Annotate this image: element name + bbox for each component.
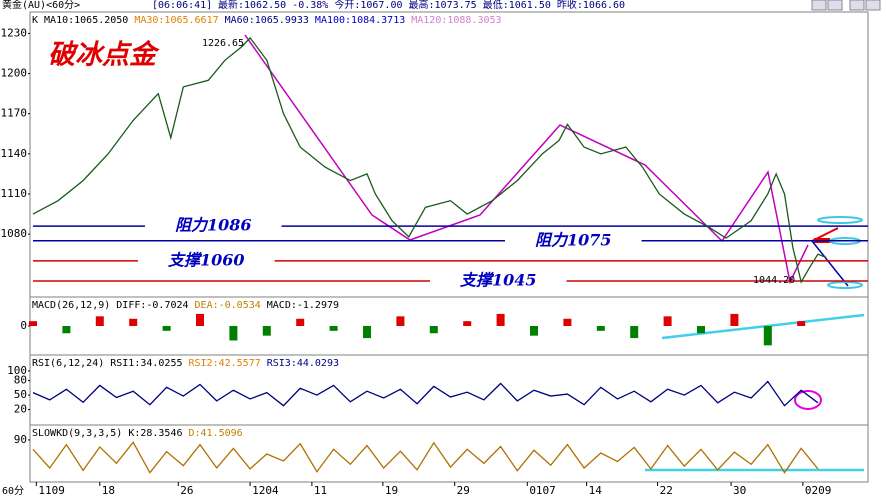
y-tick-label: 100 <box>7 364 27 377</box>
y-tick-label: 80 <box>14 374 27 387</box>
series-line <box>32 36 827 284</box>
y-tick-label: 1170 <box>1 107 28 120</box>
legend-item: RSI3:44.0293 <box>267 358 339 369</box>
x-tick-label: 0107 <box>529 484 556 497</box>
macd-bar <box>797 321 806 326</box>
x-tick-label: 26 <box>180 484 193 497</box>
macd-bar <box>129 318 138 326</box>
macd-bar <box>62 326 71 334</box>
label-bg <box>430 270 567 290</box>
instrument: 黄金(AU)<60分> <box>2 0 80 11</box>
macd-bar <box>730 313 739 326</box>
level-label: 阻力1075 <box>535 230 612 249</box>
legend-item: MA10:1065.2050 <box>44 15 128 26</box>
legend-item: MACD:-1.2979 <box>267 300 339 311</box>
macd-bar <box>663 316 672 326</box>
macd-bar <box>95 316 104 326</box>
macd-bar <box>429 326 438 334</box>
macd-bar <box>262 326 271 336</box>
macd-bar <box>396 316 405 326</box>
x-tick-label: 18 <box>102 484 115 497</box>
x-tick-label: 0209 <box>805 484 832 497</box>
trend-line <box>661 313 865 340</box>
macd-bar <box>229 326 238 341</box>
x-tick-label: 11 <box>314 484 327 497</box>
macd-bar <box>463 321 472 326</box>
y-tick-label: 1140 <box>1 147 28 160</box>
quote: 最新:1062.50 -0.38% 今开:1067.00 最高:1073.75 … <box>218 0 625 11</box>
macd-bar <box>630 326 639 339</box>
legend-item: D:41.5096 <box>189 428 243 439</box>
x-tick-label: 29 <box>457 484 470 497</box>
nav-button[interactable] <box>827 0 843 11</box>
macd-bar <box>329 326 338 331</box>
time: [06:06:41] <box>152 0 212 11</box>
nav-button[interactable] <box>811 0 827 11</box>
series-line <box>32 380 819 407</box>
macd-bar <box>563 318 572 326</box>
x-tick-label: 14 <box>589 484 603 497</box>
wave-line <box>244 34 809 285</box>
y-tick-label: 1110 <box>1 187 28 200</box>
label-bg <box>505 230 642 250</box>
macd-bar <box>162 326 171 331</box>
y-tick-label: 1200 <box>1 67 28 80</box>
arrow <box>811 240 849 287</box>
x-tick-label: 1109 <box>38 484 64 497</box>
label-bg <box>138 250 275 270</box>
level-label: 支撑1060 <box>168 250 245 269</box>
legend-item: DIFF:-0.7024 <box>116 300 188 311</box>
legend-item: MA120:1088.3053 <box>411 15 501 26</box>
series-line <box>32 441 819 474</box>
nav-button[interactable] <box>849 0 865 11</box>
macd-bar <box>363 326 371 339</box>
macd-bar <box>29 321 37 326</box>
y-tick-label: 20 <box>14 403 27 416</box>
y-tick-label: 1080 <box>1 227 28 240</box>
legend-item: RSI2:42.5577 <box>189 358 261 369</box>
legend-item: DEA:-0.0534 <box>195 300 261 311</box>
y-tick-label: 90 <box>14 433 27 446</box>
big-title: 破冰点金 <box>48 40 160 71</box>
legend-item: K:28.3546 <box>128 428 182 439</box>
macd-bar <box>296 318 305 326</box>
macd-bar <box>763 326 772 346</box>
y-tick-label: 50 <box>14 388 27 401</box>
panel-frame <box>29 424 869 483</box>
legend-item: MA30:1065.6617 <box>134 15 218 26</box>
macd-bar <box>697 326 705 334</box>
macd-bar <box>196 313 204 326</box>
legend-item: MACD(26,12,9) <box>32 300 110 311</box>
y-tick-label: 1230 <box>1 26 28 39</box>
legend-item: MA60:1065.9933 <box>225 15 309 26</box>
highlight <box>794 390 822 410</box>
legend-item: SLOWKD(9,3,3,5) <box>32 428 122 439</box>
level-label: 支撑1045 <box>460 270 537 289</box>
price-annotation: 1044.20 <box>753 275 795 286</box>
nav-button[interactable] <box>865 0 881 11</box>
legend-item: K <box>32 15 38 26</box>
legend-item: MA100:1084.3713 <box>315 15 405 26</box>
macd-bar <box>530 326 538 336</box>
macd-bar <box>596 326 605 331</box>
x-tick-label: 19 <box>385 484 398 497</box>
label-bg <box>145 215 282 235</box>
highlight <box>817 216 863 224</box>
x-tick-label: 30 <box>733 484 746 497</box>
price-annotation: 1226.65 <box>202 38 244 49</box>
x-tick-label: 1204 <box>252 484 279 497</box>
y-tick-label: 0 <box>20 319 27 332</box>
macd-bar <box>496 313 505 326</box>
x-tick-label: 22 <box>660 484 673 497</box>
legend-item: RSI(6,12,24) <box>32 358 104 369</box>
level-label: 阻力1086 <box>175 216 252 235</box>
x-unit: 60分 <box>2 485 24 497</box>
highlight <box>827 281 863 289</box>
legend-item: RSI1:34.0255 <box>110 358 182 369</box>
